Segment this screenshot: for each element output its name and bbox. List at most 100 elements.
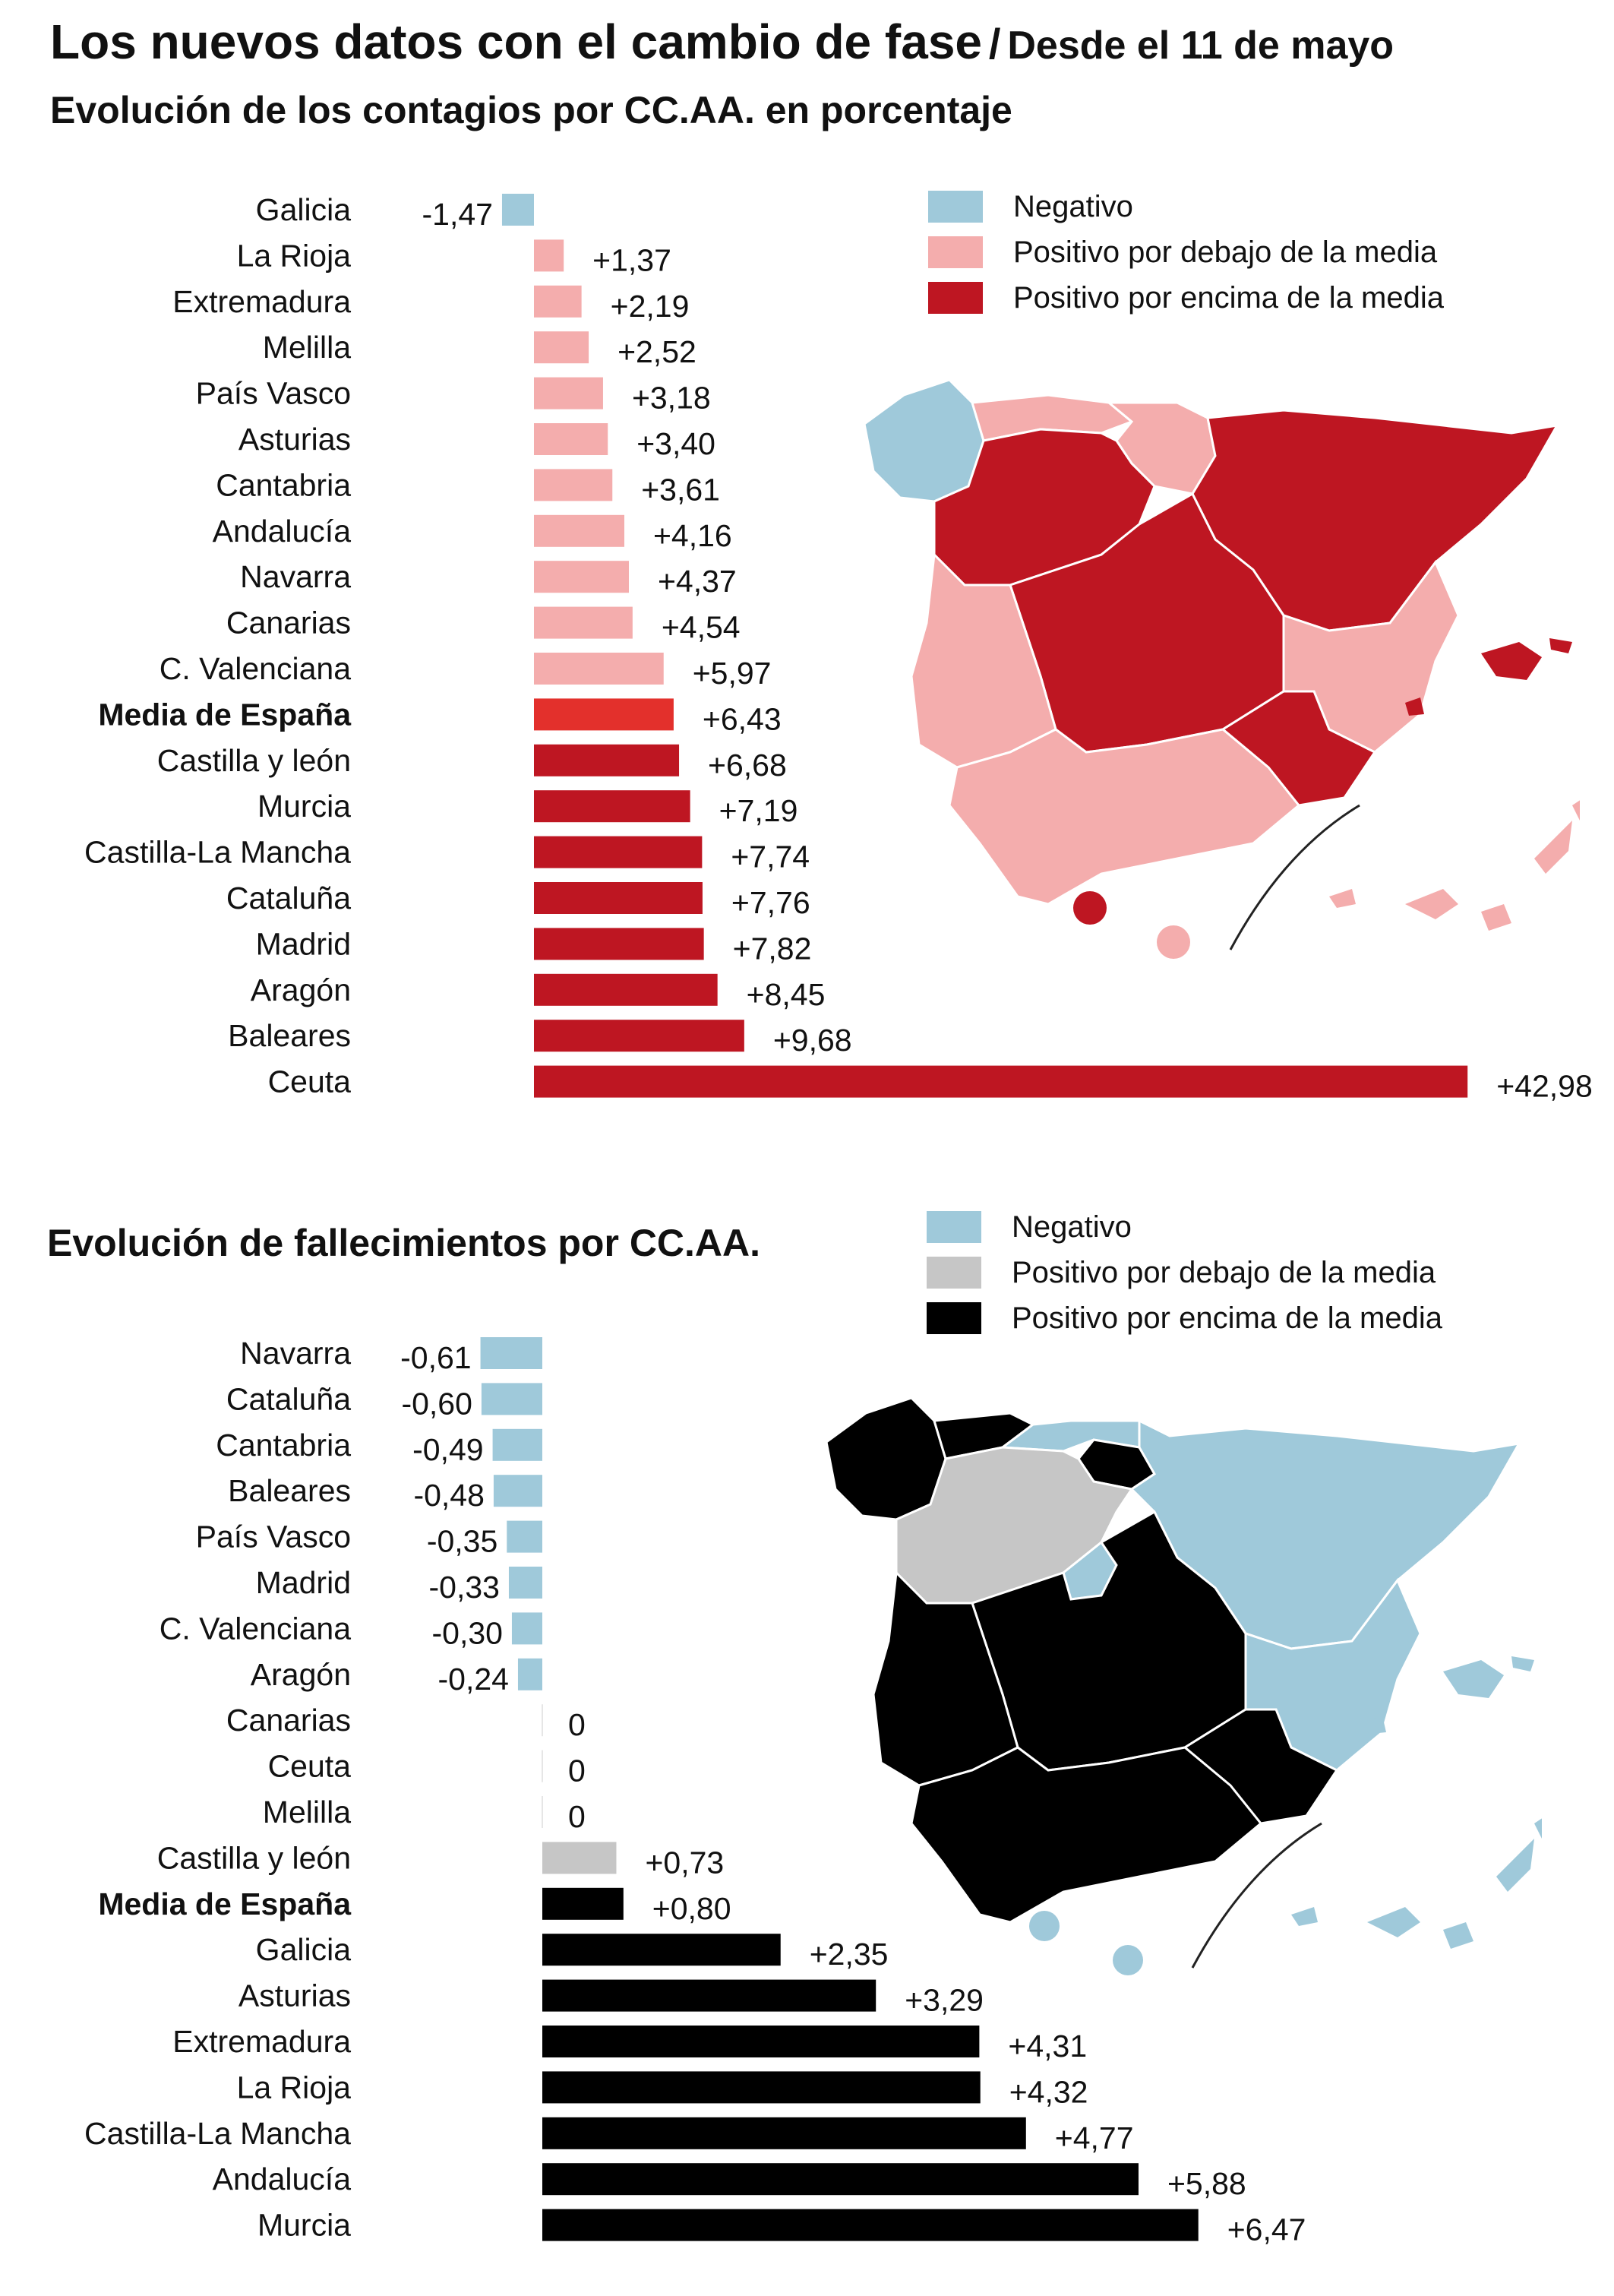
spain-map-contagios xyxy=(863,378,1580,959)
bar-media-de-espana xyxy=(534,698,674,731)
bar-madrid xyxy=(508,1567,542,1599)
value-label-extremadura: +2,19 xyxy=(611,289,690,324)
category-label-c-valenciana: C. Valenciana xyxy=(160,651,351,686)
legend-entry-below-mean-2: Positivo por debajo de la media xyxy=(927,1250,1442,1295)
value-label-la-rioja: +1,37 xyxy=(592,242,671,277)
category-label-melilla: Melilla xyxy=(263,330,351,365)
value-label-castilla-la-mancha: +7,74 xyxy=(731,840,810,874)
legend-label-above-mean: Positivo por encima de la media xyxy=(1013,280,1444,315)
bar-cataluna xyxy=(534,882,703,914)
category-label-media-de-espana: Media de España xyxy=(98,697,352,732)
category-label-baleares: Baleares xyxy=(228,1473,351,1508)
bar-aragon xyxy=(517,1658,542,1690)
map-region-canarias xyxy=(1329,800,1580,931)
map-region-andalucia xyxy=(910,1746,1263,1924)
value-label-aragon: +8,45 xyxy=(747,977,826,1012)
value-label-galicia: -1,47 xyxy=(422,197,493,232)
bar-c-valenciana xyxy=(511,1612,542,1645)
category-label-c-valenciana: C. Valenciana xyxy=(160,1611,351,1646)
category-label-pais-vasco: País Vasco xyxy=(196,1520,351,1554)
bar-galicia xyxy=(501,194,534,226)
value-label-la-rioja: +4,32 xyxy=(1009,2074,1088,2109)
value-label-baleares: -0,48 xyxy=(413,1478,484,1513)
bar-pais-vasco xyxy=(507,1520,542,1553)
bar-la-rioja xyxy=(542,2071,981,2104)
category-label-andalucia: Andalucía xyxy=(213,2162,352,2196)
category-label-cataluna: Cataluña xyxy=(226,1381,351,1416)
fallecimientos-chart-title: Evolución de fallecimientos por CC.AA. xyxy=(47,1222,761,1264)
bar-aragon xyxy=(534,973,718,1006)
legend-entry-negativo: Negativo xyxy=(928,184,1444,229)
bar-castilla-la-mancha xyxy=(534,836,703,868)
bar-canarias xyxy=(542,1704,543,1737)
legend-label-below-mean: Positivo por debajo de la media xyxy=(1013,235,1438,269)
category-label-cataluna: Cataluña xyxy=(226,881,351,916)
bar-castilla-y-leon xyxy=(542,1842,617,1874)
legend-swatch-negativo-2 xyxy=(927,1211,981,1243)
value-label-madrid: -0,33 xyxy=(428,1570,499,1605)
value-label-cantabria: +3,61 xyxy=(641,472,720,507)
page-title: Los nuevos datos con el cambio de fase /… xyxy=(50,14,1394,70)
bar-galicia xyxy=(542,1934,781,1966)
map-canarias-separator xyxy=(1191,1822,1322,1969)
map-region-ceuta xyxy=(1073,891,1107,925)
bar-asturias xyxy=(534,423,608,455)
category-label-media-de-espana: Media de España xyxy=(98,1886,352,1921)
map-region-andalucia xyxy=(948,728,1301,906)
value-label-ceuta: +42,98 xyxy=(1496,1069,1593,1104)
legend-swatch-below-mean xyxy=(928,236,983,268)
legend-label-below-mean-2: Positivo por debajo de la media xyxy=(1012,1255,1436,1289)
category-label-navarra: Navarra xyxy=(240,559,351,594)
value-label-castilla-y-leon: +0,73 xyxy=(645,1845,724,1880)
map-canarias-separator xyxy=(1229,804,1360,950)
bar-castilla-la-mancha xyxy=(542,2117,1026,2149)
value-label-cataluna: +7,76 xyxy=(731,885,810,920)
category-label-madrid: Madrid xyxy=(256,926,351,961)
value-label-extremadura: +4,31 xyxy=(1008,2029,1087,2064)
value-label-c-valenciana: +5,97 xyxy=(693,656,772,691)
bar-asturias xyxy=(542,1979,876,2012)
title-date-note: Desde el 11 de mayo xyxy=(1007,24,1394,68)
category-label-pais-vasco: País Vasco xyxy=(196,376,351,411)
value-label-media-de-espana: +6,43 xyxy=(703,701,782,736)
map-region-melilla xyxy=(1113,1945,1143,1975)
bar-canarias xyxy=(534,606,633,639)
bar-c-valenciana xyxy=(534,653,664,685)
legend-entry-above-mean-2: Positivo por encima de la media xyxy=(927,1295,1442,1341)
category-label-ceuta: Ceuta xyxy=(268,1064,352,1099)
category-label-ceuta: Ceuta xyxy=(268,1749,352,1784)
category-label-extremadura: Extremadura xyxy=(172,284,351,319)
bar-media-de-espana xyxy=(542,1887,624,1920)
value-label-cataluna: -0,60 xyxy=(401,1386,472,1421)
value-label-pais-vasco: -0,35 xyxy=(427,1524,497,1559)
legend-entry-below-mean: Positivo por debajo de la media xyxy=(928,229,1444,275)
spain-map-fallecimientos xyxy=(825,1396,1542,1975)
legend-label-negativo: Negativo xyxy=(1013,189,1133,223)
value-label-canarias: 0 xyxy=(568,1707,586,1742)
contagios-legend: Negativo Positivo por debajo de la media… xyxy=(928,184,1444,321)
category-label-la-rioja: La Rioja xyxy=(237,238,352,273)
bar-melilla xyxy=(534,331,589,364)
map-region-baleares xyxy=(1405,638,1572,716)
value-label-baleares: +9,68 xyxy=(773,1023,852,1058)
value-label-c-valenciana: -0,30 xyxy=(431,1615,502,1650)
bar-baleares xyxy=(534,1020,744,1052)
bar-pais-vasco xyxy=(534,377,603,410)
value-label-galicia: +2,35 xyxy=(810,1937,889,1972)
legend-swatch-below-mean-2 xyxy=(927,1257,981,1289)
legend-swatch-negativo xyxy=(928,191,983,223)
category-label-asturias: Asturias xyxy=(238,1978,351,2013)
value-label-pais-vasco: +3,18 xyxy=(632,381,711,416)
value-label-murcia: +7,19 xyxy=(719,793,798,828)
category-label-castilla-la-mancha: Castilla-La Mancha xyxy=(84,835,351,870)
bar-ceuta xyxy=(534,1065,1468,1098)
legend-entry-above-mean: Positivo por encima de la media xyxy=(928,275,1444,321)
category-label-andalucia: Andalucía xyxy=(213,514,352,549)
value-label-navarra: -0,61 xyxy=(400,1340,471,1375)
bar-la-rioja xyxy=(534,239,564,272)
value-label-cantabria: -0,49 xyxy=(412,1432,483,1467)
bar-castilla-y-leon xyxy=(534,744,680,776)
category-label-castilla-la-mancha: Castilla-La Mancha xyxy=(84,2116,351,2151)
legend-entry-negativo-2: Negativo xyxy=(927,1204,1442,1250)
category-label-aragon: Aragón xyxy=(251,1657,351,1692)
